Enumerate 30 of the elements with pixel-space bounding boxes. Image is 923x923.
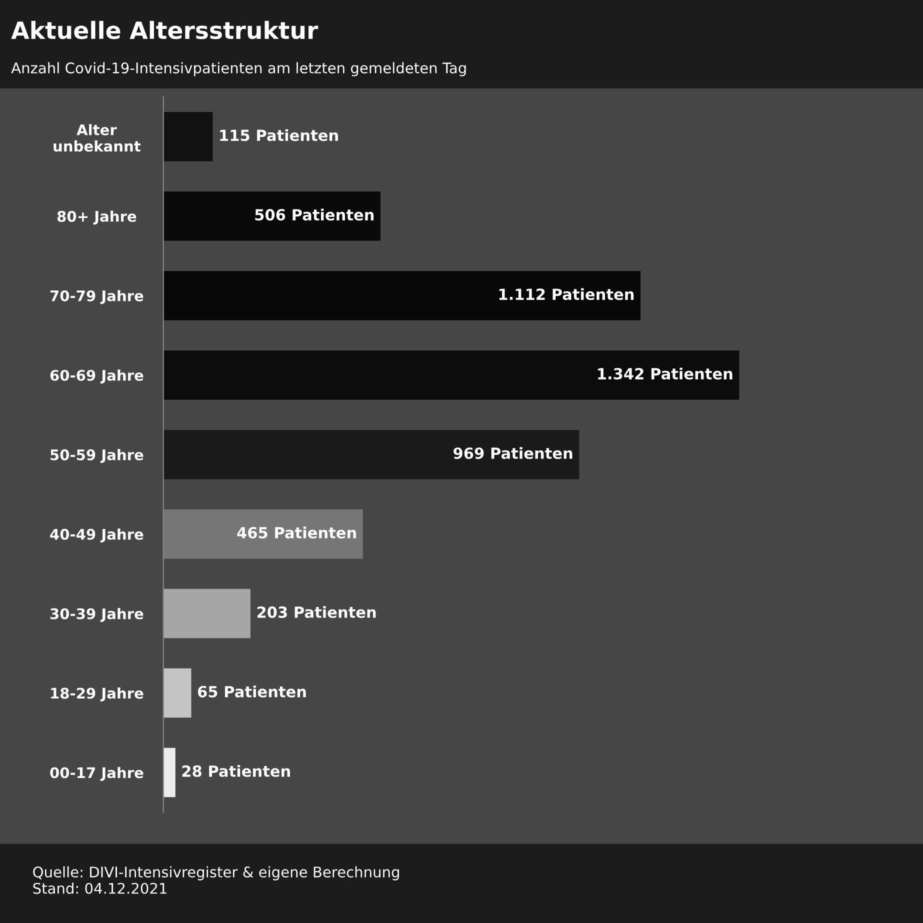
data-label: 1.342 Patienten	[598, 368, 732, 380]
chart-title: Aktuelle Altersstruktur	[11, 20, 318, 40]
y-tick-label: 40-49 Jahre	[50, 528, 144, 543]
data-label: 969 Patienten	[454, 447, 572, 460]
y-tick-label: 70-79 Jahre	[50, 290, 144, 304]
bar	[163, 191, 380, 241]
bar	[163, 588, 250, 638]
y-tick-label: 80+ Jahre	[57, 210, 136, 225]
bar	[163, 748, 176, 798]
data-label: 465 Patienten	[237, 526, 356, 538]
y-tick-label: 18-29 Jahre	[51, 687, 144, 702]
bar	[163, 509, 363, 559]
data-label: 28 Patienten	[182, 765, 290, 777]
y-tick-label: 00-17 Jahre	[50, 766, 144, 781]
data-label: 506 Patienten	[255, 208, 374, 221]
bar	[163, 350, 740, 400]
y-tick-label: 30-39 Jahre	[50, 608, 144, 622]
bar	[163, 112, 213, 162]
data-label: 65 Patienten	[198, 686, 306, 698]
bar	[163, 430, 580, 480]
data-label: 115 Patienten	[220, 129, 338, 142]
bar	[163, 270, 641, 320]
bar	[163, 668, 192, 718]
data-label: 1.112 Patienten	[499, 288, 634, 300]
data-label: 203 Patienten	[257, 606, 376, 618]
y-tick-label: 50-59 Jahre	[50, 449, 144, 464]
y-tick-label: 60-69 Jahre	[50, 370, 144, 384]
chart-subtitle: Anzahl Covid-19-Intensivpatienten am letzten gemeldeten Tag	[11, 62, 466, 76]
source-note: Quelle: DIVI-Intensivregister & eigene Berechnung Stand: 04.12.2021	[33, 866, 399, 894]
y-tick-label: Alter unbekannt	[54, 124, 141, 152]
